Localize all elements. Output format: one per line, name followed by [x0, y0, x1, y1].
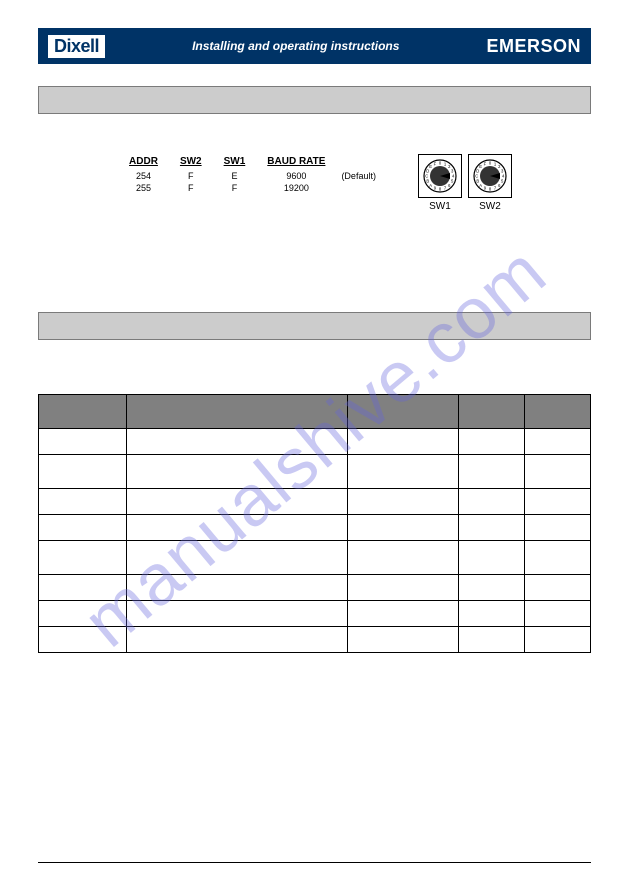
header-bar: Dixell Installing and operating instruct… — [38, 28, 591, 64]
table-row — [39, 429, 591, 455]
dial-sw1: 0123456789ABCDEF — [418, 154, 462, 198]
col-baud: BAUD RATE — [257, 156, 335, 169]
dial-sw1-wrap: 0123456789ABCDEF SW1 — [418, 154, 462, 212]
svg-text:C: C — [425, 174, 428, 179]
svg-text:B: B — [476, 179, 479, 184]
cell-baud: 9600 — [257, 171, 335, 181]
cell-baud: 19200 — [257, 183, 335, 193]
settings-block: ADDR SW2 SW1 BAUD RATE 254 F E 9600 (Def… — [38, 154, 591, 212]
svg-text:E: E — [429, 164, 432, 169]
cell-addr: 254 — [119, 171, 168, 181]
table-header — [348, 395, 458, 429]
data-table — [38, 394, 591, 653]
cell-sw1: F — [214, 183, 256, 193]
settings-row: 255 F F 19200 — [119, 183, 386, 193]
rotary-dial-icon: 0123456789ABCDEF — [420, 156, 460, 196]
dials-group: 0123456789ABCDEF SW1 0123456789ABCDEF SW… — [418, 154, 512, 212]
section-box-2 — [38, 312, 591, 340]
svg-text:D: D — [426, 168, 429, 173]
svg-text:D: D — [476, 168, 479, 173]
col-note — [337, 156, 386, 169]
logo-right: EMERSON — [486, 36, 581, 57]
svg-text:B: B — [426, 179, 429, 184]
header-title: Installing and operating instructions — [192, 39, 399, 53]
settings-row: 254 F E 9600 (Default) — [119, 171, 386, 181]
svg-text:A: A — [429, 183, 432, 188]
table-row — [39, 627, 591, 653]
settings-table: ADDR SW2 SW1 BAUD RATE 254 F E 9600 (Def… — [117, 154, 388, 195]
table-row — [39, 489, 591, 515]
cell-sw2: F — [170, 171, 212, 181]
cell-sw1: E — [214, 171, 256, 181]
table-row — [39, 515, 591, 541]
dial-sw2-label: SW2 — [468, 201, 512, 212]
dial-sw1-label: SW1 — [418, 201, 462, 212]
table-row — [39, 541, 591, 575]
cell-note — [337, 183, 386, 193]
logo-left: Dixell — [48, 35, 105, 58]
col-sw2: SW2 — [170, 156, 212, 169]
cell-addr: 255 — [119, 183, 168, 193]
table-header-row — [39, 395, 591, 429]
section-box-1 — [38, 86, 591, 114]
table-row — [39, 575, 591, 601]
table-header — [524, 395, 590, 429]
cell-note: (Default) — [337, 171, 386, 181]
col-sw1: SW1 — [214, 156, 256, 169]
cell-sw2: F — [170, 183, 212, 193]
footer-rule — [38, 862, 591, 863]
table-header — [127, 395, 348, 429]
col-addr: ADDR — [119, 156, 168, 169]
svg-text:C: C — [475, 174, 478, 179]
svg-text:F: F — [434, 161, 437, 166]
rotary-dial-icon: 0123456789ABCDEF — [470, 156, 510, 196]
dial-sw2: 0123456789ABCDEF — [468, 154, 512, 198]
table-header — [39, 395, 127, 429]
svg-text:E: E — [479, 164, 482, 169]
page: Dixell Installing and operating instruct… — [0, 0, 629, 893]
svg-text:F: F — [484, 161, 487, 166]
table-row — [39, 601, 591, 627]
table-row — [39, 455, 591, 489]
table-header — [458, 395, 524, 429]
svg-text:A: A — [479, 183, 482, 188]
dial-sw2-wrap: 0123456789ABCDEF SW2 — [468, 154, 512, 212]
